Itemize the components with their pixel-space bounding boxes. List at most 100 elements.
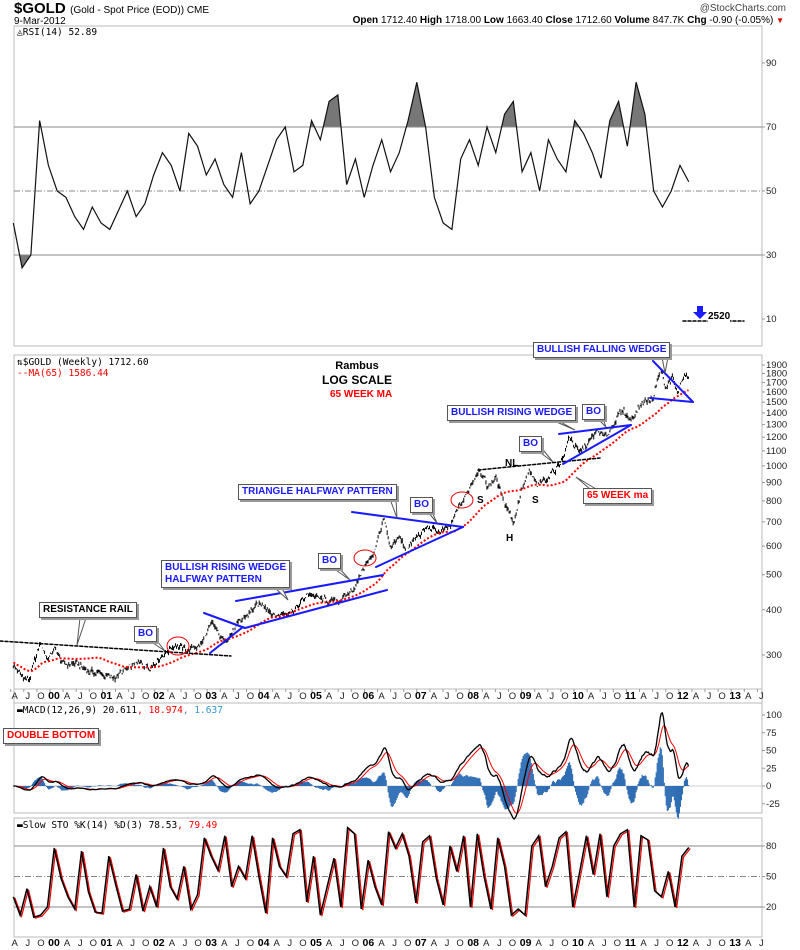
rsi-legend: ◬RSI(14) 52.89 bbox=[17, 27, 97, 38]
x-tick-label: A bbox=[536, 691, 543, 702]
x-tick-label: 01 bbox=[101, 937, 113, 949]
ma-legend-text: MA(65) 1586.44 bbox=[28, 368, 109, 379]
resistance-rail-line bbox=[0, 640, 232, 657]
macd-signal-line bbox=[13, 724, 689, 814]
x-tick-label: 00 bbox=[48, 937, 60, 949]
price-y-tick-label: 900 bbox=[766, 477, 782, 488]
breakout-label: BO bbox=[410, 497, 433, 513]
x-tick-label: J bbox=[654, 691, 659, 702]
rsi-y-tick-label: 70 bbox=[766, 122, 777, 133]
x-tick-label: O bbox=[299, 691, 306, 702]
down-triangle-icon: ▼ bbox=[776, 16, 784, 25]
x-tick-label: A bbox=[169, 938, 176, 949]
author-name: Rambus bbox=[335, 360, 379, 372]
breakout-label: BO bbox=[318, 553, 341, 569]
right-shoulder-label: S bbox=[532, 495, 539, 506]
callout-pointer bbox=[575, 476, 597, 490]
callout-pointer bbox=[389, 498, 398, 519]
line-icon: ▬ bbox=[17, 820, 23, 831]
callout-pointer bbox=[76, 617, 87, 646]
x-tick-label: 05 bbox=[310, 690, 322, 702]
x-tick-label: O bbox=[142, 691, 149, 702]
x-tick-label: O bbox=[194, 691, 201, 702]
x-tick-label: J bbox=[602, 691, 607, 702]
high-value: 1718.00 bbox=[444, 15, 482, 26]
target-value: 2520 bbox=[708, 311, 731, 322]
neckline bbox=[477, 457, 601, 471]
x-tick-label: 09 bbox=[520, 690, 532, 702]
rsi-y-tick-label: 50 bbox=[766, 186, 777, 197]
macd-y-tick-label: -25 bbox=[766, 799, 780, 810]
rsi-overbought-fill bbox=[13, 82, 689, 127]
callout-pointer bbox=[597, 418, 607, 428]
x-tick-label: A bbox=[326, 938, 333, 949]
x-tick-label: O bbox=[456, 938, 463, 949]
x-tick-label: 10 bbox=[572, 690, 584, 702]
x-tick-label: A bbox=[274, 691, 281, 702]
callout-pointer bbox=[551, 419, 576, 431]
target-arrow-icon bbox=[693, 306, 707, 319]
x-tick-label: J bbox=[549, 691, 554, 702]
price-y-tick-label: 700 bbox=[766, 517, 782, 528]
left-shoulder-label: S bbox=[477, 495, 484, 506]
sto-y-tick-label: 20 bbox=[766, 902, 777, 913]
neckline-label: NL bbox=[505, 458, 519, 469]
x-tick-label: O bbox=[194, 938, 201, 949]
x-tick-label: J bbox=[707, 691, 712, 702]
callout-pointer bbox=[661, 356, 669, 374]
x-tick-label: A bbox=[12, 691, 19, 702]
trendline bbox=[235, 574, 384, 602]
x-tick-label: A bbox=[745, 691, 752, 702]
trendline bbox=[375, 526, 464, 568]
sto-y-tick-label: 50 bbox=[766, 871, 777, 882]
trendline bbox=[652, 360, 694, 403]
author-note: Rambus bbox=[335, 360, 379, 372]
x-tick-label: A bbox=[483, 691, 490, 702]
chg-value: -0.90 (-0.05%) bbox=[709, 15, 774, 26]
x-tick-label: O bbox=[614, 938, 621, 949]
ohlc-bars-icon: ⇅ bbox=[17, 357, 23, 368]
price-y-tick-label: 1500 bbox=[766, 397, 787, 408]
x-tick-label: J bbox=[130, 691, 135, 702]
callout-pointer bbox=[427, 511, 438, 524]
x-tick-label: A bbox=[745, 938, 752, 949]
trendline bbox=[351, 511, 464, 528]
x-tick-label: 08 bbox=[467, 690, 479, 702]
macd-legend: ▬MACD(12,26,9) 20.611, 18.974, 1.637 bbox=[17, 705, 223, 716]
x-tick-label: J bbox=[25, 691, 30, 702]
x-tick-label: A bbox=[693, 938, 700, 949]
double-bottom-label: DOUBLE BOTTOM bbox=[3, 728, 100, 744]
callout-pointer bbox=[332, 567, 351, 581]
macd-y-tick-label: 0 bbox=[766, 781, 771, 792]
x-tick-label: 00 bbox=[48, 690, 60, 702]
volume-value: 847.7K bbox=[652, 15, 685, 26]
x-tick-label: A bbox=[588, 938, 595, 949]
x-tick-label: J bbox=[549, 938, 554, 949]
x-tick-label: 06 bbox=[363, 690, 375, 702]
price-y-tick-label: 1200 bbox=[766, 432, 787, 443]
ma-legend: --MA(65) 1586.44 bbox=[17, 368, 109, 379]
trendline bbox=[244, 589, 388, 629]
triangle-halfway-label: TRIANGLE HALFWAY PATTERN bbox=[238, 484, 397, 500]
symbol-description: (Gold - Spot Price (EOD)) CME bbox=[70, 5, 210, 16]
macd-y-tick-label: 100 bbox=[766, 710, 782, 721]
price-y-tick-label: 1900 bbox=[766, 360, 787, 371]
x-tick-label: J bbox=[287, 691, 292, 702]
high-label: High bbox=[419, 15, 443, 26]
callout-pointer bbox=[274, 587, 289, 601]
x-tick-label: O bbox=[666, 938, 673, 949]
x-tick-label: J bbox=[235, 691, 240, 702]
x-tick-label: J bbox=[287, 938, 292, 949]
ma-line bbox=[13, 389, 689, 673]
x-tick-label: 03 bbox=[205, 937, 217, 949]
x-tick-label: 08 bbox=[467, 937, 479, 949]
x-tick-label: 04 bbox=[258, 690, 270, 702]
rsi-icon: ◬ bbox=[17, 27, 23, 38]
x-tick-label: O bbox=[352, 938, 359, 949]
dashed-line-icon: -- bbox=[17, 368, 29, 379]
x-tick-label: A bbox=[64, 938, 71, 949]
chart-title: $GOLD (Gold - Spot Price (EOD)) CME bbox=[14, 0, 209, 18]
log-scale-note: LOG SCALE bbox=[322, 373, 393, 387]
